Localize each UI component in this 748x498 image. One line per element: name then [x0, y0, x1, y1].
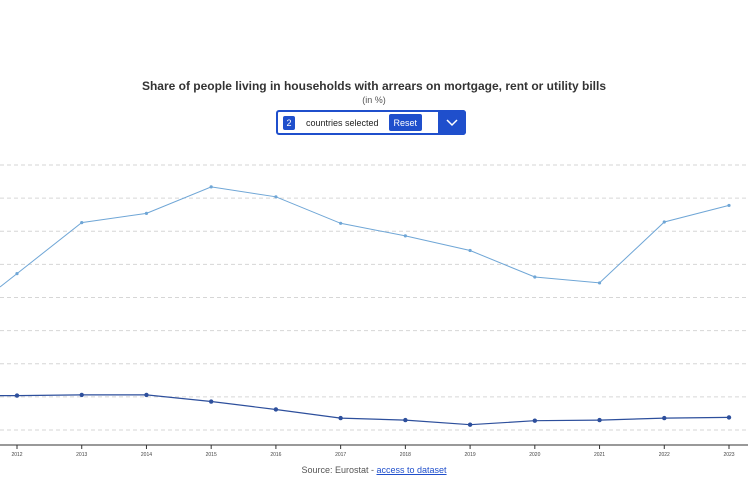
x-tick-label: 2020 [529, 452, 540, 458]
data-point [468, 248, 472, 253]
series-line [0, 394, 730, 426]
dataset-link[interactable]: access to dataset [376, 465, 447, 475]
data-point [339, 221, 343, 225]
data-point [403, 417, 408, 423]
data-point [662, 220, 666, 224]
chart-title: Share of people living in households wit… [141, 79, 607, 93]
series-layer [0, 185, 732, 427]
data-point [597, 281, 602, 285]
x-tick-label: 2018 [400, 452, 411, 458]
source-line: Source: Eurostat - access to dataset [0, 465, 748, 475]
x-tick-label: 2014 [141, 452, 152, 458]
x-tick-label: 2019 [465, 452, 476, 458]
series-line [0, 186, 730, 288]
data-point [597, 417, 602, 423]
data-point [533, 275, 537, 279]
data-point [144, 392, 149, 398]
data-point [209, 185, 213, 189]
data-point [208, 399, 214, 404]
data-point [532, 418, 538, 423]
x-tick-label: 2015 [206, 452, 217, 458]
x-tick-label: 2022 [659, 452, 670, 458]
data-point [15, 272, 19, 276]
data-point [79, 392, 84, 398]
selected-count-badge: 2 [283, 115, 295, 130]
x-axis: 2012 2013 2014 2015 2016 2017 2018 2019 2020 2021… [0, 444, 748, 458]
x-tick-label: 2023 [723, 452, 734, 458]
x-tick-label: 2017 [335, 452, 346, 458]
data-point [727, 203, 731, 208]
source-prefix: Source: Eurostat - [301, 465, 377, 475]
grid-lines [0, 164, 748, 431]
chevron-down-icon [446, 118, 458, 126]
x-tick-label: 2012 [11, 452, 22, 458]
data-point [403, 234, 407, 238]
data-point [273, 407, 279, 412]
data-point [144, 211, 149, 215]
data-point [14, 393, 20, 398]
data-point [467, 422, 473, 427]
data-point [274, 195, 278, 199]
x-tick-label: 2021 [594, 452, 605, 458]
reset-button[interactable]: Reset [388, 114, 423, 131]
x-tick-label: 2016 [270, 452, 281, 458]
selected-label: countries selected [306, 117, 379, 128]
data-point [338, 415, 343, 421]
data-point [662, 415, 667, 421]
dropdown-toggle[interactable] [438, 110, 466, 135]
data-point [726, 415, 732, 420]
country-selector[interactable]: 2 countries selected Reset [276, 110, 466, 135]
x-tick-label: 2013 [76, 452, 87, 458]
chart-subtitle: (in %) [362, 95, 386, 105]
data-point [80, 221, 84, 225]
